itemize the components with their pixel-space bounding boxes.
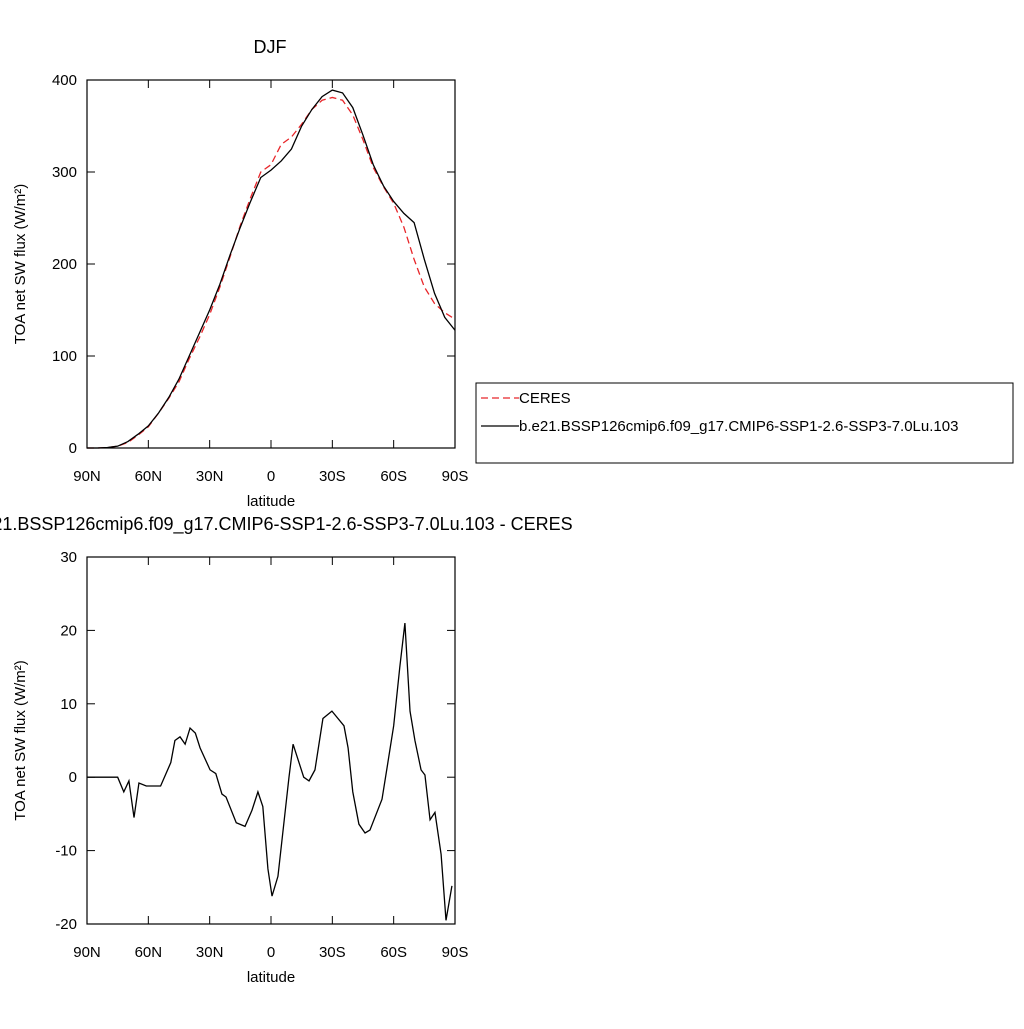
legend-label: CERES [519,390,571,407]
x-tick-label: 30S [319,468,346,485]
y-tick-label: 0 [69,440,77,457]
x-tick-label: 0 [267,468,275,485]
x-tick-label: 30N [196,468,224,485]
x-tick-label: 0 [267,944,275,961]
y-tick-label: 10 [60,696,77,713]
y-tick-label: 400 [52,72,77,89]
legend-label: b.e21.BSSP126cmip6.f09_g17.CMIP6-SSP1-2.… [519,418,958,435]
y-axis-label: TOA net SW flux (W/m²) [12,184,29,345]
plot-frame [86,556,456,925]
x-tick-label: 60N [135,468,163,485]
x-tick-label: 30N [196,944,224,961]
x-tick-label: 90N [73,944,101,961]
y-tick-label: 30 [60,549,77,566]
legend-box [475,382,1014,464]
x-tick-label: 90S [442,468,469,485]
x-tick-label: 90N [73,468,101,485]
y-tick-label: 200 [52,256,77,273]
data-line [87,89,456,449]
y-tick-label: -20 [55,916,77,933]
y-tick-label: -10 [55,843,77,860]
chart-title: b.e21.BSSP126cmip6.f09_g17.CMIP6-SSP1-2.… [0,514,573,535]
data-line [87,96,456,449]
x-axis-label: latitude [247,493,295,510]
y-tick-label: 100 [52,348,77,365]
x-tick-label: 60S [380,468,407,485]
x-tick-label: 60S [380,944,407,961]
y-axis-label: TOA net SW flux (W/m²) [12,660,29,821]
data-line [87,622,453,921]
chart-title: DJF [254,37,287,57]
y-tick-label: 300 [52,164,77,181]
y-tick-label: 0 [69,769,77,786]
y-tick-label: 20 [60,622,77,639]
x-axis-label: latitude [247,969,295,986]
plot-frame [86,79,456,449]
x-tick-label: 90S [442,944,469,961]
x-tick-label: 30S [319,944,346,961]
x-tick-label: 60N [135,944,163,961]
